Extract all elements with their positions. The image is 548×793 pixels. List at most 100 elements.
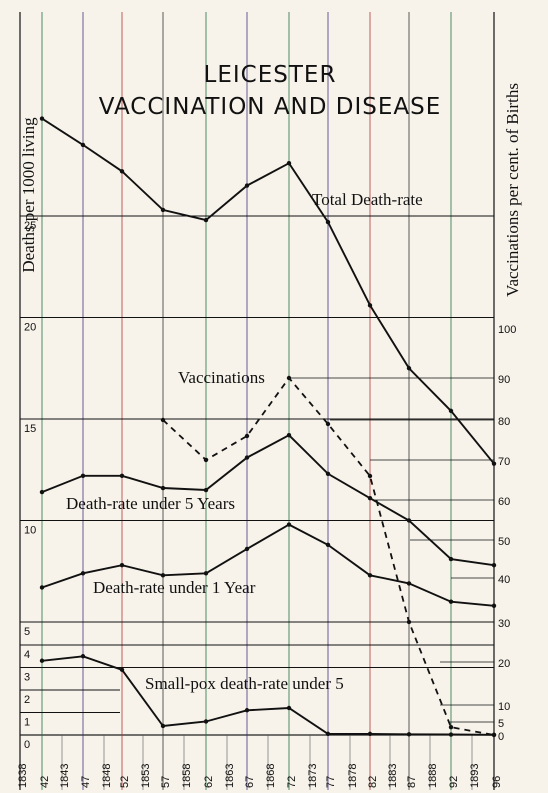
data-point (367, 731, 373, 737)
data-point (406, 366, 412, 371)
data-point (325, 542, 331, 548)
left-tick-label: 25 (24, 220, 36, 232)
data-point (119, 169, 125, 174)
data-point (160, 723, 166, 729)
data-point (286, 522, 292, 527)
right-tick-label: 70 (498, 456, 510, 468)
data-point (160, 485, 166, 491)
x-tick-label: 1883 (387, 764, 399, 788)
right-tick-label: 10 (498, 701, 510, 713)
data-point (448, 556, 454, 562)
x-tick-label: 1858 (181, 764, 193, 788)
series-label-vaccinations: Vaccinations (178, 368, 265, 387)
data-point (160, 417, 166, 423)
x-tick-label: 96 (491, 776, 503, 788)
data-point (491, 732, 497, 737)
x-tick-label: 1848 (101, 764, 113, 788)
x-tick-label: 52 (119, 776, 131, 788)
data-point (119, 667, 125, 672)
x-tick-label: 1843 (59, 764, 71, 788)
data-point (119, 562, 125, 568)
data-point (325, 471, 331, 477)
series-label-under-1: Death-rate under 1 Year (93, 578, 256, 597)
series-line (41, 523, 495, 607)
data-point (203, 487, 209, 493)
left-tick-label: 10 (24, 525, 36, 537)
left-tick-label: 15 (24, 423, 36, 435)
data-point (325, 731, 331, 737)
x-tick-label: 62 (203, 776, 215, 788)
x-tick-label: 1863 (224, 764, 236, 788)
y-axis-label-right: Vaccinations per cent. of Births (503, 83, 522, 297)
data-point (203, 719, 209, 724)
left-tick-label: 2 (24, 694, 30, 706)
right-tick-label: 5 (498, 718, 504, 730)
data-point (491, 461, 497, 466)
data-point (80, 654, 86, 659)
data-point (80, 571, 86, 576)
x-tick-label: 1888 (427, 764, 439, 788)
x-tick-label: 1868 (265, 764, 277, 788)
right-tick-label: 30 (498, 618, 510, 630)
y-axis-label-left: Deaths per 1000 living (19, 117, 38, 273)
data-point (286, 161, 292, 166)
series-label-smallpox: Small-pox death-rate under 5 (145, 674, 344, 693)
data-point (244, 546, 250, 552)
series-label-under-5: Death-rate under 5 Years (66, 494, 235, 513)
series-line (162, 376, 495, 736)
right-tick-label: 90 (498, 374, 510, 386)
data-point (160, 573, 166, 578)
data-point (491, 603, 497, 608)
x-tick-label: 1838 (17, 764, 29, 788)
series-line (41, 434, 495, 567)
left-tick-label: 3 (24, 672, 30, 684)
data-point (39, 658, 45, 663)
x-tick-label: 47 (80, 776, 92, 788)
data-point (244, 455, 250, 460)
series-line (41, 655, 495, 736)
data-point (160, 207, 166, 213)
data-point (286, 375, 292, 381)
data-point (406, 518, 412, 523)
data-point (448, 599, 454, 604)
left-tick-label: 4 (24, 649, 30, 661)
series-line (41, 117, 495, 465)
data-point (244, 183, 250, 188)
data-point (39, 116, 45, 121)
data-point (80, 142, 86, 148)
data-point (325, 421, 331, 427)
right-tick-label: 80 (498, 416, 510, 428)
data-point (39, 585, 45, 590)
x-tick-label: 57 (160, 776, 172, 788)
x-tick-label: 1878 (347, 764, 359, 788)
x-tick-label: 1873 (307, 764, 319, 788)
x-tick-label: 1893 (469, 764, 481, 788)
data-point (325, 219, 331, 225)
chart-title-line2: VACCINATION AND DISEASE (99, 94, 442, 120)
data-point (406, 732, 412, 737)
data-point (367, 495, 373, 501)
x-tick-label: 92 (448, 776, 460, 788)
left-tick-label: 1 (24, 717, 30, 729)
x-tick-label: 82 (367, 776, 379, 788)
right-tick-label: 0 (498, 731, 504, 743)
data-point (286, 705, 292, 711)
data-point (203, 457, 209, 463)
data-point (448, 408, 454, 414)
right-tick-label: 100 (498, 324, 516, 336)
data-point (119, 473, 125, 479)
data-point (367, 473, 373, 479)
right-tick-label: 50 (498, 536, 510, 548)
data-point (448, 725, 454, 730)
left-tick-label: 0 (24, 739, 30, 751)
data-point (80, 473, 86, 479)
data-point (39, 489, 45, 495)
data-point (286, 433, 292, 438)
x-tick-label: 72 (286, 776, 298, 788)
x-tick-label: 42 (39, 776, 51, 788)
chart-title-line1: LEICESTER (204, 62, 337, 88)
left-tick-label: 20 (24, 322, 36, 334)
x-tick-label: 67 (244, 776, 256, 788)
data-point (406, 581, 412, 586)
